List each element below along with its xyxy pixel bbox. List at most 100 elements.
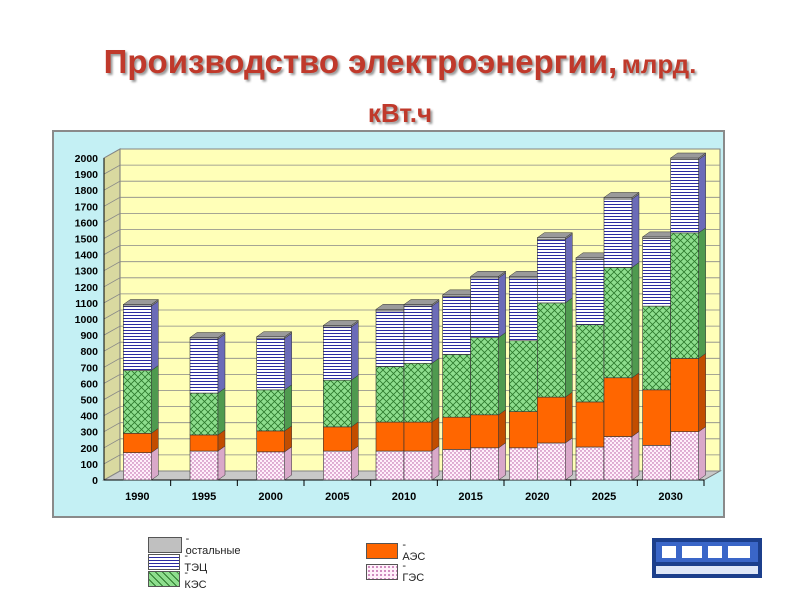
x-tick-label: 2000 [258, 491, 282, 503]
bar-segment-aes [442, 416, 471, 450]
y-tick-label: 700 [80, 362, 98, 374]
bar-side-tec [565, 233, 573, 304]
bar-segment-kes [509, 340, 538, 412]
y-tick-label: 300 [80, 427, 98, 439]
bar-side-tec [217, 333, 226, 394]
bar-side-kes [565, 297, 573, 398]
bar-segment-kes [123, 370, 152, 434]
legend-swatch-ges [366, 564, 399, 580]
legend-item-aes: - АЭС [366, 539, 429, 563]
y-tick-label: 2000 [75, 153, 99, 165]
bar-side-tec [351, 321, 359, 381]
bar-side-tec [698, 154, 706, 234]
bar-segment-tec [603, 198, 633, 268]
bar-side-kes [284, 384, 292, 432]
bar-top [536, 232, 574, 238]
legend-item-tec: - ТЭЦ [148, 550, 211, 574]
bar-side-kes [431, 357, 440, 423]
bar-side-ges [498, 442, 506, 481]
bar-top [669, 152, 707, 159]
bar-segment-aes [575, 401, 605, 448]
bar-side-ges [351, 445, 359, 481]
bar-top [403, 299, 440, 305]
y-tick-label: 500 [80, 395, 98, 407]
legend-label-kes: - КЭС [184, 567, 207, 591]
bar-side-ges [284, 446, 292, 481]
title-unit-line2: кВт.ч [367, 98, 433, 128]
y-tick-label: 600 [80, 378, 98, 390]
bar-segment-aes [537, 396, 566, 444]
bar-side-aes [431, 416, 440, 452]
bar-top [189, 332, 226, 338]
gridline [103, 180, 720, 191]
bar-side-kes [217, 387, 226, 436]
x-tick-label: 2030 [658, 491, 682, 503]
bar-segment-tec [537, 239, 566, 304]
bar-segment-kes [256, 389, 285, 432]
bar-segment-aes [670, 358, 699, 433]
bar-side-aes [498, 409, 506, 449]
bar-side-tec [284, 332, 292, 391]
y-tick-label: 1000 [75, 314, 99, 326]
bar-segment-tec [642, 238, 671, 307]
bar-side-tec [431, 300, 440, 364]
title-text: Производство электроэнергии, [103, 43, 618, 80]
legend-swatch-kes [148, 571, 181, 587]
gridline [103, 229, 720, 239]
y-tick-label: 1700 [75, 201, 99, 213]
bar-top [469, 271, 507, 277]
bar-segment-ges [375, 450, 405, 481]
bar-segment-tec [375, 310, 405, 367]
bar-side-ges [698, 426, 706, 481]
y-tick-label: 1500 [75, 234, 99, 246]
x-tick-label: 2025 [592, 491, 616, 503]
bar-segment-ges [509, 447, 538, 481]
x-tick-label: 1990 [125, 491, 149, 503]
bar-segment-aes [403, 421, 433, 452]
y-tick-label: 100 [80, 459, 98, 471]
bar-segment-tec [189, 338, 219, 394]
bar-side-kes [151, 365, 159, 434]
legend-swatch-other [148, 537, 182, 553]
legend-label-tec: - ТЭЦ [184, 550, 208, 574]
y-tick-label: 1400 [75, 250, 99, 262]
bar-segment-kes [403, 362, 433, 423]
bar-segment-ges [670, 431, 699, 481]
y-tick-label: 400 [80, 411, 98, 423]
y-tick-label: 200 [80, 443, 98, 455]
legend-swatch-aes [366, 543, 399, 559]
bar-segment-kes [442, 354, 471, 418]
bar-segment-ges [442, 449, 471, 481]
bar-segment-aes [603, 377, 633, 437]
y-tick-label: 800 [80, 346, 98, 358]
legend-item-other: - остальные [148, 533, 243, 557]
x-tick-label: 2015 [458, 491, 482, 503]
slide-title: Производство электроэнергии, млрд. кВт.ч [0, 40, 800, 135]
bar-segment-tec [323, 326, 352, 381]
company-logo [652, 538, 762, 578]
legend-label-aes: - АЭС [402, 539, 426, 563]
bar-side-ges [151, 447, 159, 481]
bar-side-aes [565, 391, 573, 444]
bar-side-tec [631, 193, 640, 268]
y-tick-label: 1800 [75, 185, 99, 197]
x-tick-label: 2010 [392, 491, 416, 503]
x-tick-label: 1995 [192, 491, 216, 503]
y-tick-label: 900 [80, 330, 98, 342]
bar-segment-tec [403, 305, 433, 364]
y-tick-label: 1600 [75, 217, 99, 229]
y-tick-label: 0 [92, 475, 98, 487]
bar-segment-ges [470, 447, 499, 481]
bar-segment-kes [575, 324, 605, 403]
legend-label-ges: - ГЭС [402, 560, 425, 584]
y-tick-label: 1100 [75, 298, 98, 310]
stacked-bar-chart: 0 100 200 300 400 500 600 700 800 900 1000 1100 1200… [75, 148, 722, 503]
bar-segment-ges [323, 450, 352, 481]
bar-segment-aes [189, 434, 219, 452]
bar-segment-ges [123, 452, 152, 481]
gridline [103, 196, 720, 207]
bar-side-tec [498, 272, 506, 339]
bar-side-tec [151, 300, 159, 372]
bar-segment-kes [189, 392, 219, 436]
gridline [103, 245, 720, 255]
